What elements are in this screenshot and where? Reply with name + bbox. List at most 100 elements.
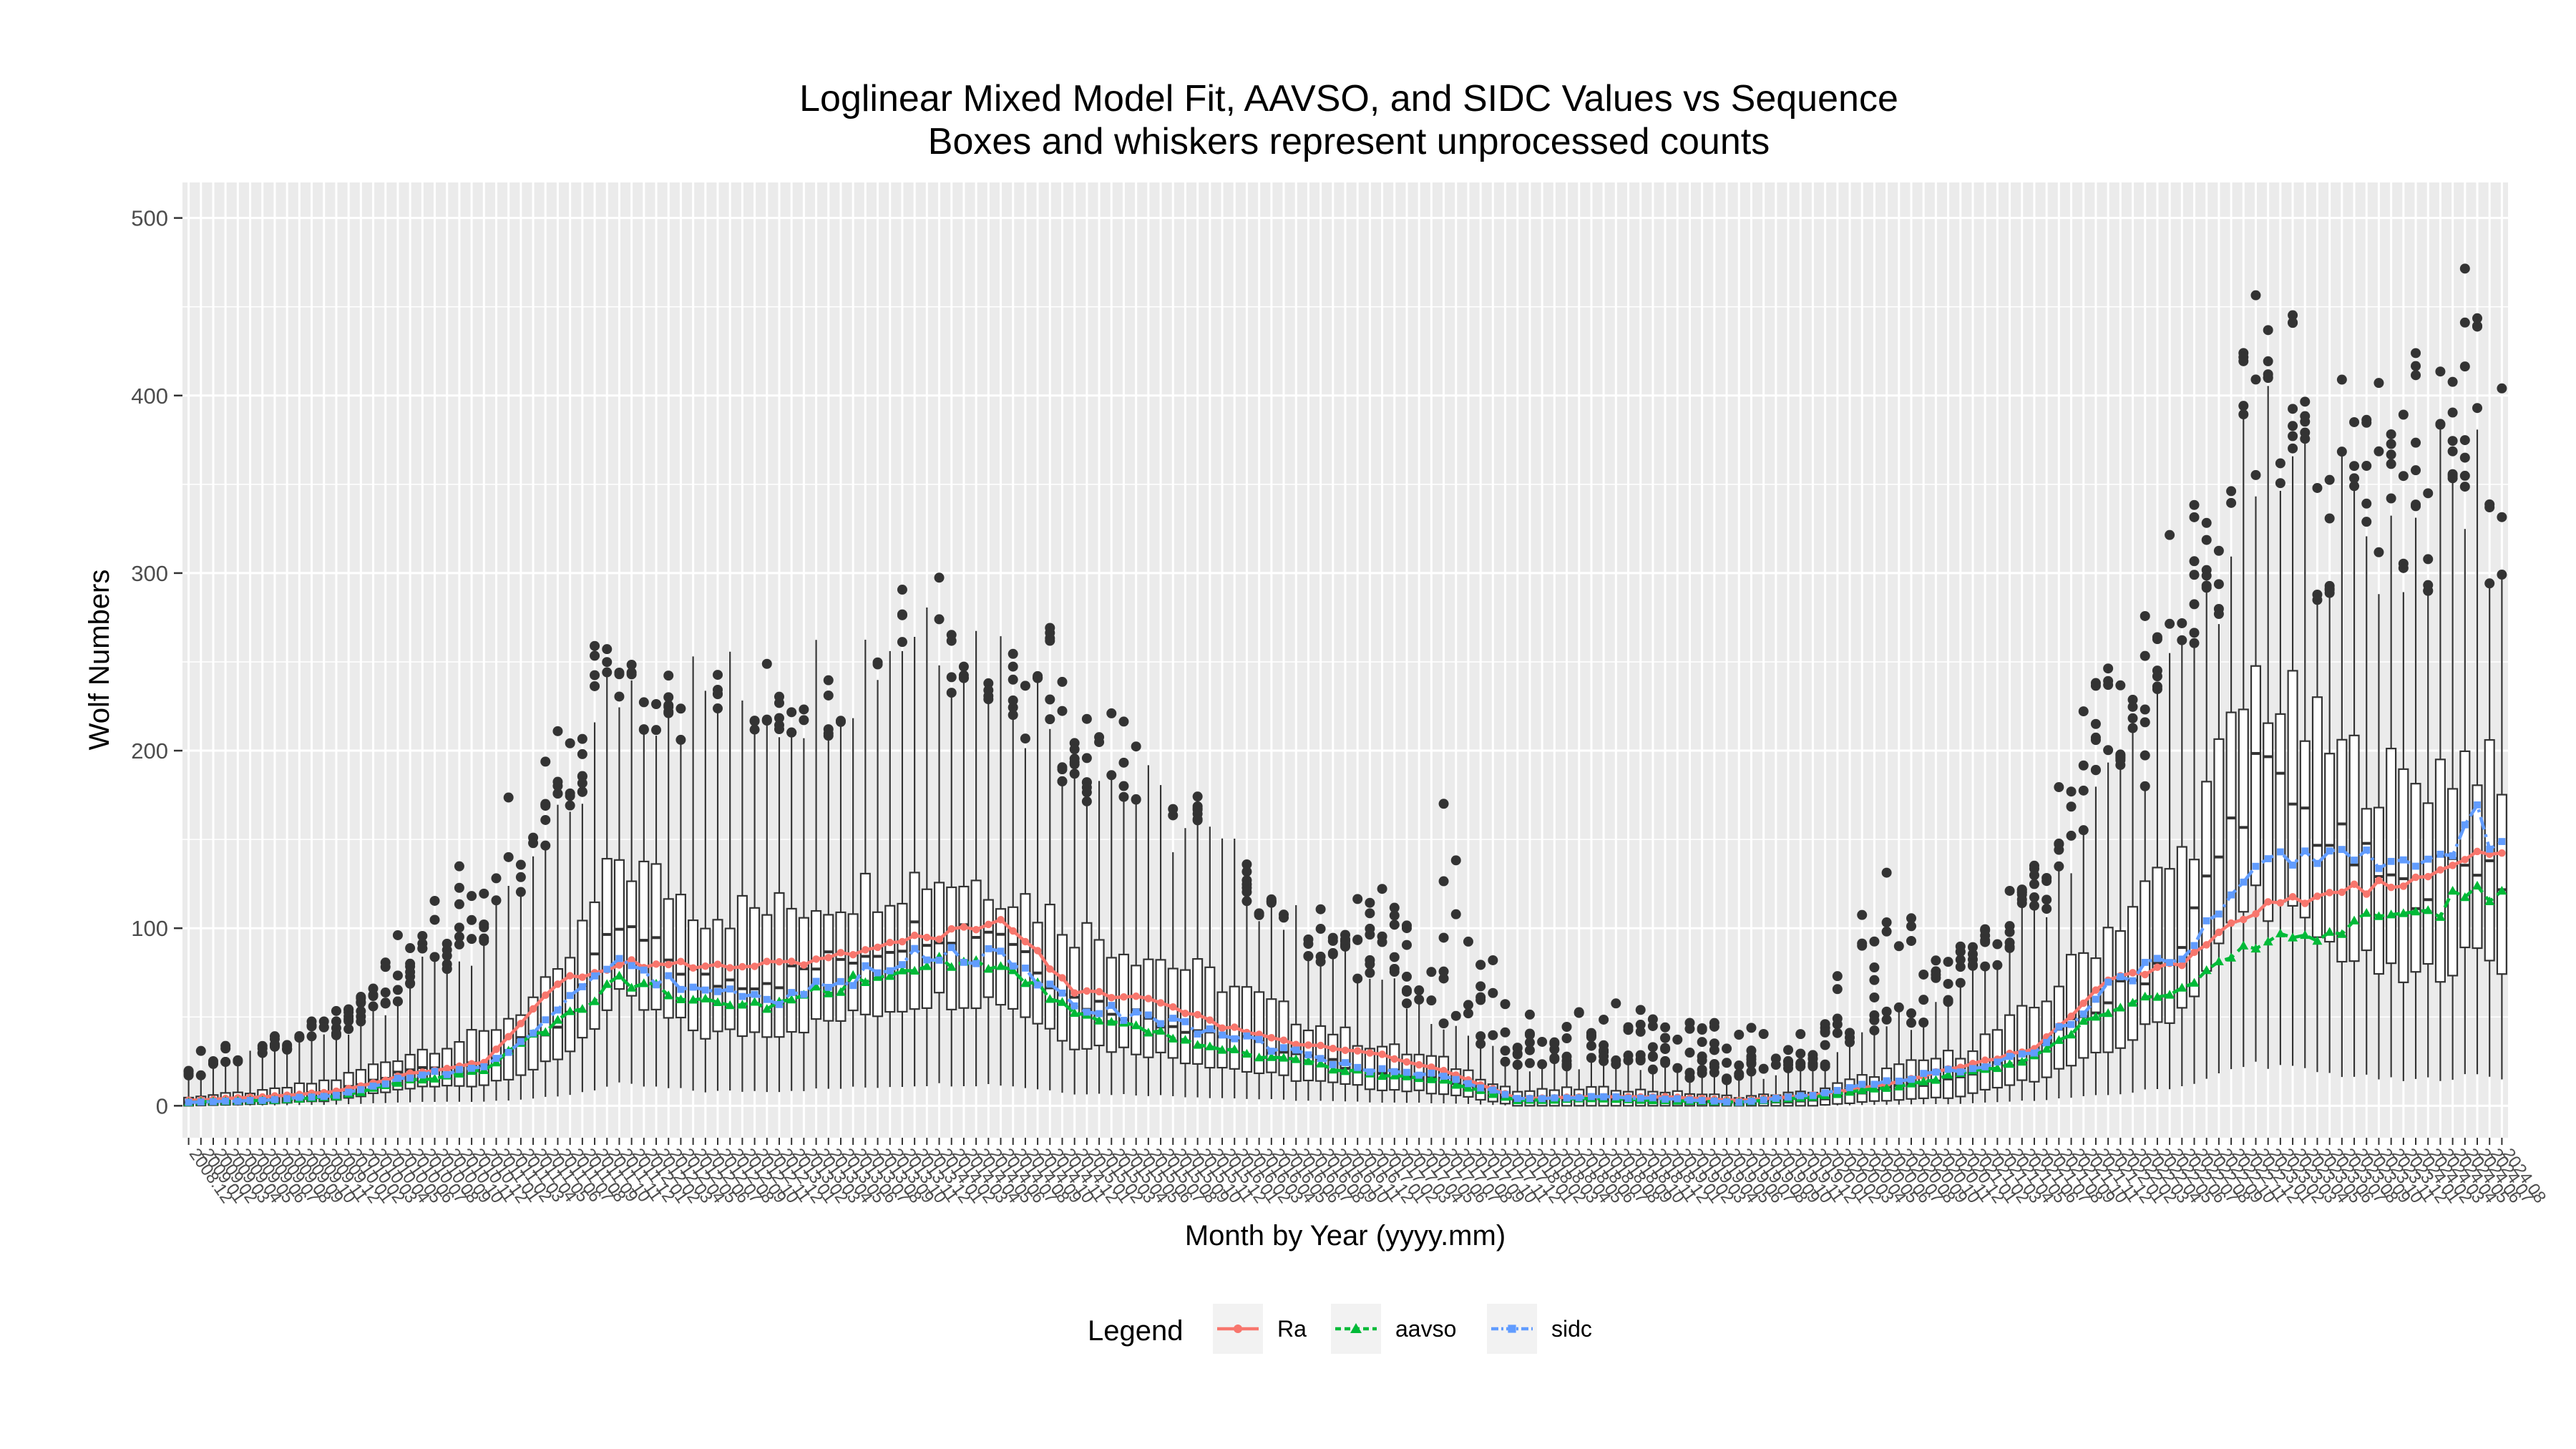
series-point-Ra xyxy=(2129,969,2137,977)
outlier-point xyxy=(1118,781,1129,791)
outlier-point xyxy=(2472,321,2483,332)
box xyxy=(2299,740,2311,919)
outlier-point xyxy=(1967,942,1978,952)
chart-subtitle: Boxes and whiskers represent unprocessed… xyxy=(928,121,1770,162)
series-point-sidc xyxy=(1944,1065,1952,1073)
series-point-sidc xyxy=(2104,978,2112,986)
series-point-sidc xyxy=(1551,1094,1558,1102)
outlier-point xyxy=(1352,935,1363,945)
box xyxy=(2398,768,2409,983)
outlier-point xyxy=(441,964,452,975)
series-point-aavso xyxy=(1943,1069,1953,1079)
outlier-point xyxy=(2238,352,2249,363)
series-point-Ra xyxy=(1169,1002,1177,1011)
outlier-point xyxy=(195,1045,206,1056)
series-point-Ra xyxy=(615,961,623,969)
outlier-point xyxy=(1881,1006,1892,1017)
series-point-sidc xyxy=(1304,1051,1312,1059)
outlier-point xyxy=(2189,512,2200,522)
outlier-point xyxy=(2459,470,2470,481)
outlier-point xyxy=(2263,325,2273,336)
series-point-aavso xyxy=(2054,1035,2064,1044)
outlier-point xyxy=(2361,417,2372,428)
series-point-Ra xyxy=(1144,995,1153,1002)
series-point-aavso xyxy=(1020,978,1030,987)
outlier-point xyxy=(1045,635,1055,646)
series-point-Ra xyxy=(2338,888,2346,897)
outlier-point xyxy=(2472,403,2483,414)
outlier-point xyxy=(2447,471,2458,482)
outlier-point xyxy=(1463,936,1473,947)
outlier-point xyxy=(1709,1062,1719,1073)
outlier-point xyxy=(1057,762,1068,773)
outlier-point xyxy=(1722,1058,1732,1068)
outlier-point xyxy=(2201,535,2212,545)
box xyxy=(2422,802,2434,965)
series-point-aavso xyxy=(1426,1074,1437,1083)
series-point-Ra xyxy=(1156,999,1165,1007)
outlier-point xyxy=(1401,920,1412,931)
series-point-sidc xyxy=(1870,1080,1878,1088)
series-point-Ra xyxy=(2424,872,2432,881)
outlier-point xyxy=(528,838,539,849)
outlier-point xyxy=(2250,469,2261,480)
outlier-point xyxy=(1586,1040,1596,1051)
series-point-sidc xyxy=(345,1088,353,1096)
outlier-point xyxy=(2373,378,2384,389)
outlier-point xyxy=(2103,675,2114,686)
series-point-aavso xyxy=(1918,1076,1929,1085)
outlier-point xyxy=(1832,1013,1843,1024)
outlier-point xyxy=(2411,499,2421,510)
y-tick-label: 400 xyxy=(131,384,168,409)
outlier-point xyxy=(2054,838,2064,849)
series-point-sidc xyxy=(1735,1098,1743,1106)
outlier-point xyxy=(1943,978,1953,989)
series-point-aavso xyxy=(2263,937,2273,946)
outlier-point xyxy=(2066,801,2077,812)
series-point-aavso xyxy=(1229,1044,1240,1053)
outlier-point xyxy=(2115,753,2126,763)
outlier-point xyxy=(441,950,452,961)
outlier-point xyxy=(2459,482,2470,492)
outlier-point xyxy=(1795,1059,1806,1070)
outlier-point xyxy=(2349,461,2360,472)
series-point-sidc xyxy=(1994,1058,2001,1066)
box xyxy=(2275,713,2286,903)
series-point-sidc xyxy=(246,1096,254,1104)
series-point-aavso xyxy=(761,1004,772,1013)
series-point-aavso xyxy=(995,961,1006,970)
series-point-aavso xyxy=(2324,927,2335,936)
series-point-Ra xyxy=(1108,993,1116,1002)
box xyxy=(1020,893,1031,1018)
series-point-aavso xyxy=(2312,936,2323,945)
outlier-point xyxy=(2361,517,2372,527)
outlier-point xyxy=(2386,493,2396,504)
series-point-Ra xyxy=(874,943,882,952)
series-point-Ra xyxy=(1317,1041,1324,1050)
outlier-point xyxy=(1906,913,1917,924)
series-sidc xyxy=(185,801,2506,1106)
series-point-aavso xyxy=(626,982,637,992)
outlier-point xyxy=(503,852,514,862)
outlier-point xyxy=(2127,713,2138,723)
outlier-point xyxy=(675,703,686,714)
series-point-aavso xyxy=(922,961,932,970)
outlier-point xyxy=(1463,1008,1473,1019)
series-point-Ra xyxy=(713,960,722,968)
series-point-aavso xyxy=(2288,932,2298,942)
outlier-point xyxy=(2288,317,2298,328)
series-point-Ra xyxy=(2190,948,2198,957)
series-point-sidc xyxy=(1070,1002,1078,1010)
series-point-aavso xyxy=(1008,965,1018,975)
outlier-point xyxy=(467,934,477,945)
series-point-Ra xyxy=(787,957,796,965)
outlier-point xyxy=(1401,998,1412,1009)
outlier-point xyxy=(749,716,760,726)
series-point-sidc xyxy=(1723,1098,1730,1106)
series-point-sidc xyxy=(2240,878,2248,886)
series-point-aavso xyxy=(2140,991,2150,1001)
box xyxy=(1340,1026,1351,1085)
outlier-point xyxy=(2361,498,2372,509)
outlier-point xyxy=(2103,663,2114,674)
series-point-Ra xyxy=(492,1045,500,1053)
